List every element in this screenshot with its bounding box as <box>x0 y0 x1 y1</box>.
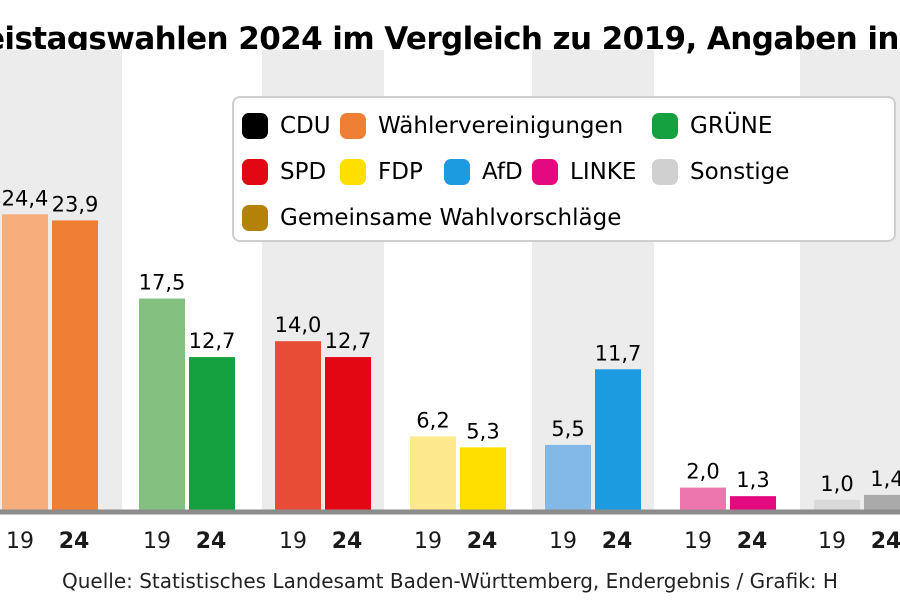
bar-value-label: 1,0 <box>820 472 853 496</box>
bar-value-label: 11,7 <box>595 341 642 365</box>
bar-value-labels: 24,4 23,917,512,714,012,76,2 5,3 5,511,72,0… <box>2 186 900 495</box>
bar-value-label: 24,4 <box>2 186 49 210</box>
bar-value-label: 6,2 <box>416 408 449 432</box>
legend-item: AfD <box>444 156 523 188</box>
bar-value-label: 12,7 <box>189 329 236 353</box>
legend-item: LINKE <box>532 156 636 188</box>
legend-swatch <box>340 113 366 139</box>
x-tick-labels: 19 24 19 24 19 24 19 24 19 24 19 24 19 24 <box>6 529 900 554</box>
bar-19-3 <box>410 436 456 512</box>
legend-swatch <box>242 205 268 231</box>
legend-swatch <box>652 159 678 185</box>
legend-swatch <box>532 159 558 185</box>
bar-24-6 <box>864 494 900 512</box>
legend-item: FDP <box>340 156 423 188</box>
x-tick-label: 24 <box>59 529 90 554</box>
legend-label: FDP <box>378 159 423 185</box>
x-tick-label: 24 <box>737 529 768 554</box>
legend-label: CDU <box>280 113 331 139</box>
bar-value-label: 14,0 <box>275 313 322 337</box>
legend: CDU Wählervereinigungen GRÜNE SPD FDP AfD LINK… <box>232 96 896 242</box>
legend-swatch <box>652 113 678 139</box>
x-tick-label: 24 <box>602 529 633 554</box>
legend-item: Gemeinsame Wahlvorschläge <box>242 202 621 234</box>
bar-24-2 <box>325 357 371 512</box>
legend-item: GRÜNE <box>652 110 772 142</box>
bar-24-3 <box>460 447 506 512</box>
bar-value-label: 5,5 <box>551 417 584 441</box>
legend-label: AfD <box>482 159 523 185</box>
bar-19-1 <box>139 298 185 512</box>
bar-24-4 <box>595 369 641 512</box>
bar-value-label: 17,5 <box>139 271 186 295</box>
bar-19-6 <box>814 499 860 512</box>
x-tick-label: 19 <box>414 529 442 554</box>
x-tick-label: 19 <box>818 529 846 554</box>
legend-item: Wählervereinigungen <box>340 110 623 142</box>
legend-label: Gemeinsame Wahlvorschläge <box>280 205 622 231</box>
x-tick-label: 24 <box>196 529 227 554</box>
bar-value-label: 5,3 <box>466 419 499 443</box>
bar-value-label: 1,3 <box>736 468 769 492</box>
x-tick-label: 19 <box>549 529 577 554</box>
bar-24-0 <box>52 220 98 513</box>
bar-19-5 <box>680 487 726 512</box>
bar-24-5 <box>730 496 776 512</box>
legend-label: Wählervereinigungen <box>378 113 624 139</box>
legend-label: GRÜNE <box>690 113 773 139</box>
legend-swatch <box>444 159 470 185</box>
bar-value-label: 2,0 <box>686 460 719 484</box>
x-tick-label: 19 <box>279 529 307 554</box>
legend-swatch <box>242 113 268 139</box>
bar-24-1 <box>189 357 235 512</box>
chart-title: eistagswahlen 2024 im Vergleich zu 2019,… <box>0 21 900 57</box>
legend-label: Sonstige <box>690 159 790 185</box>
bar-value-label: 12,7 <box>325 329 372 353</box>
bar-value-label: 23,9 <box>52 192 99 216</box>
x-tick-label: 19 <box>6 529 34 554</box>
bar-19-0 <box>2 214 48 512</box>
bars <box>2 214 900 513</box>
legend-swatch <box>340 159 366 185</box>
x-tick-label: 19 <box>684 529 712 554</box>
legend-item: SPD <box>242 156 326 188</box>
source-note: Quelle: Statistisches Landesamt Baden-Wü… <box>62 569 838 593</box>
bar-19-4 <box>545 444 591 512</box>
x-tick-label: 24 <box>332 529 363 554</box>
legend-swatch <box>242 159 268 185</box>
x-tick-label: 24 <box>871 529 900 554</box>
legend-label: LINKE <box>570 159 637 185</box>
bar-value-label: 1,4 <box>870 467 900 491</box>
legend-item: Sonstige <box>652 156 789 188</box>
x-tick-label: 19 <box>143 529 171 554</box>
legend-item: CDU <box>242 110 331 142</box>
x-tick-label: 24 <box>467 529 498 554</box>
legend-label: SPD <box>280 159 327 185</box>
bar-19-2 <box>275 341 321 512</box>
